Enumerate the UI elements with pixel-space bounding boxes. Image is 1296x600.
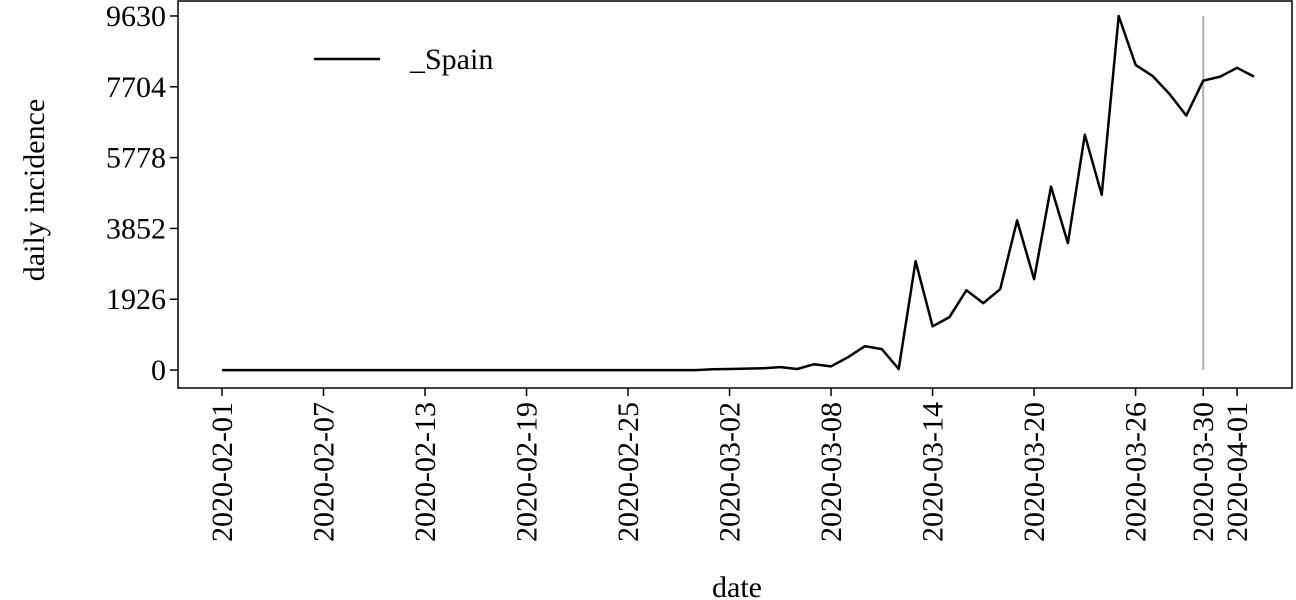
x-tick-label: 2020-02-07: [308, 402, 341, 542]
x-axis-label: date: [712, 571, 762, 600]
x-tick-label: 2020-02-13: [409, 402, 442, 542]
plot-frame: [177, 0, 1293, 389]
y-tick-label: 9630: [106, 0, 166, 33]
x-tick-label: 2020-03-14: [917, 402, 950, 542]
x-tick-label: 2020-03-08: [815, 402, 848, 542]
y-axis-label: daily incidence: [18, 99, 51, 281]
data-line: [222, 14, 1255, 372]
x-tick-label: 2020-03-30: [1187, 402, 1220, 542]
y-tick-label: 0: [151, 354, 166, 387]
x-tick-label: 2020-03-26: [1120, 402, 1153, 542]
y-tick-label: 7704: [106, 71, 166, 104]
x-tick-label: 2020-02-01: [206, 402, 239, 542]
y-tick-label: 1926: [106, 283, 166, 316]
x-tick-label: 2020-04-01: [1221, 402, 1254, 542]
x-tick-label: 2020-03-20: [1018, 402, 1051, 542]
legend-label: _Spain: [409, 43, 493, 76]
x-tick-label: 2020-02-25: [612, 402, 645, 542]
x-tick-label: 2020-03-02: [714, 402, 747, 542]
y-tick-label: 3852: [106, 212, 166, 245]
x-tick-label: 2020-02-19: [511, 402, 544, 542]
y-tick-label: 5778: [106, 142, 166, 175]
